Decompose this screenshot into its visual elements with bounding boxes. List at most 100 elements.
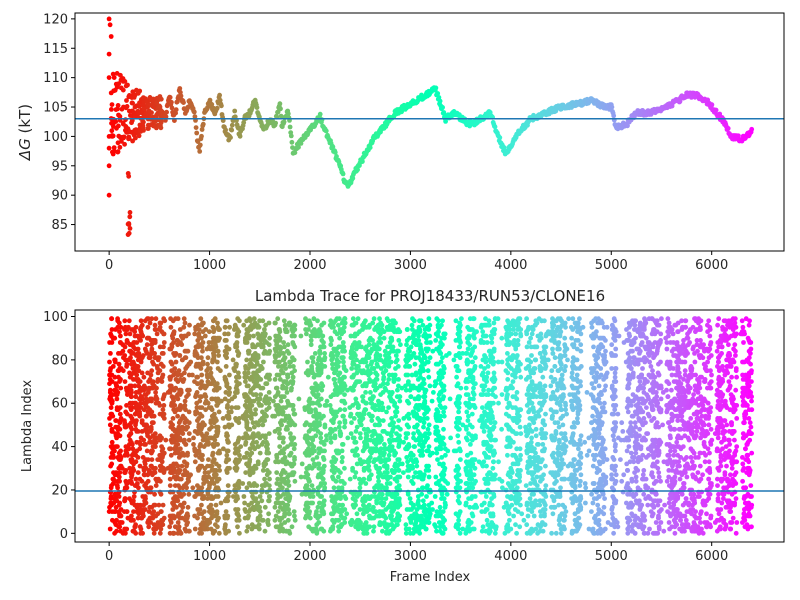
energy-point [178,93,184,99]
lambda-point [310,494,316,499]
lambda-point [309,366,315,371]
lambda-point [141,465,147,471]
lambda-point [364,444,370,449]
energy-point [277,101,283,107]
lambda-point [197,394,203,400]
lambda-point [251,424,257,430]
lambda-point [211,457,217,462]
lambda-point [413,424,419,430]
lambda-point [290,374,296,380]
lambda-point [410,327,415,332]
lambda-point [340,348,345,354]
lambda-point [185,424,191,430]
lambda-point [202,470,208,475]
lambda-point [114,407,120,413]
lambda-point [384,357,390,363]
lambda-point [177,353,183,358]
lambda-point [411,385,416,391]
lambda-point [107,372,112,378]
lambda-point [383,496,389,501]
lambda-point [411,351,417,356]
lambda-point [470,513,476,519]
energy-y-tick-label: 120 [43,12,68,27]
lambda-point [427,383,433,389]
lambda-point [333,457,339,462]
lambda-point [321,413,326,419]
lambda-point [272,517,278,523]
lambda-point [291,470,297,475]
energy-x-tick-label: 1000 [193,258,226,273]
lambda-point [341,359,346,365]
lambda-point [137,390,142,395]
lambda-point [184,511,190,517]
lambda-point [335,322,341,328]
lambda-point [128,355,133,361]
lambda-point [361,359,367,365]
lambda-point [308,342,314,348]
lambda-point [273,513,279,519]
energy-point [140,119,146,124]
lambda-point [465,418,471,423]
lambda-point [278,522,284,528]
lambda-point [222,424,228,430]
lambda-point [366,342,372,348]
lambda-point [435,324,441,330]
lambda-point [264,472,270,478]
lambda-point [393,461,398,467]
lambda-point [417,370,423,376]
lambda-point [226,528,232,534]
lambda-point [161,403,167,408]
lambda-point [377,357,382,363]
lambda-point [367,476,372,482]
lambda-point [263,331,268,337]
energy-point [140,100,146,106]
lambda-point [385,381,390,387]
lambda-point [317,420,322,426]
lambda-point [138,435,144,441]
lambda-point [124,338,130,343]
lambda-point [277,483,283,488]
lambda-point [204,346,210,352]
lambda-point [226,494,231,499]
lambda-point [357,457,363,462]
lambda-point [273,355,278,361]
lambda-point [423,526,429,532]
lambda-point [200,520,206,525]
lambda-point [205,355,211,361]
lambda-point [441,524,446,530]
lambda-point [369,359,375,365]
lambda-point [209,340,215,345]
lambda-point [437,390,443,395]
lambda-point [244,318,250,324]
lambda-point [157,403,163,408]
lambda-point [408,394,414,400]
energy-point [433,85,439,91]
lambda-point [354,511,360,517]
lambda-point [392,400,398,406]
lambda-point [384,457,390,462]
lambda-point [259,403,264,408]
lambda-point [456,517,461,523]
lambda-point [281,318,287,324]
lambda-point [167,524,173,530]
energy-point [132,104,138,110]
lambda-point [409,322,415,328]
lambda-point [151,526,157,532]
lambda-point [214,509,220,514]
lambda-point [192,459,198,465]
lambda-point [186,420,192,426]
lambda-point [337,420,342,426]
lambda-point [464,351,470,356]
lambda-point [262,476,267,482]
lambda-point [469,379,475,384]
lambda-point [415,494,421,499]
lambda-point [467,342,473,348]
lambda-point [112,478,118,484]
lambda-point [457,530,463,536]
lambda-point [330,517,335,523]
lambda-point [291,411,297,417]
lambda-point [237,452,242,458]
energy-point [273,120,278,126]
lambda-point [426,374,432,380]
lambda-point [153,396,159,402]
